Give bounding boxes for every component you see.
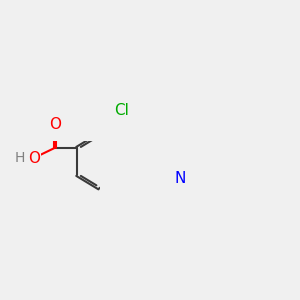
- Text: H: H: [15, 151, 26, 165]
- Text: O: O: [28, 151, 40, 166]
- Text: O: O: [49, 117, 61, 132]
- Text: Cl: Cl: [114, 103, 129, 118]
- Text: N: N: [175, 171, 186, 186]
